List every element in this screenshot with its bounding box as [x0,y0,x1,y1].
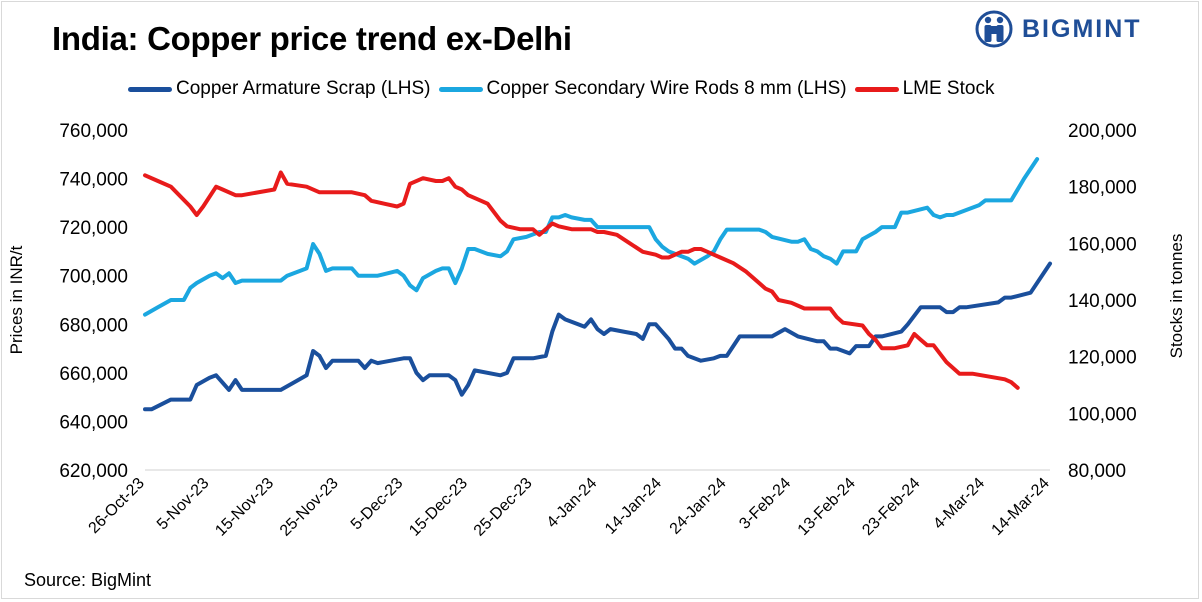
y-right-tick-label: 80,000 [1068,461,1126,482]
legend-item-armature: Copper Armature Scrap (LHS) [128,78,431,100]
y-right-tick-label: 180,000 [1068,178,1137,199]
x-tick-label: 5-Nov-23 [154,475,213,534]
bigmint-logo-icon [975,10,1013,48]
y-right-tick-label: 160,000 [1068,234,1137,255]
y-left-tick-label: 700,000 [59,267,128,288]
x-tick-label: 25-Dec-23 [471,475,536,540]
y-left-axis-title: Prices in INR/t [7,245,26,354]
x-tick-label: 5-Dec-23 [348,475,407,534]
x-tick-label: 15-Nov-23 [212,475,277,540]
x-tick-label: 15-Dec-23 [406,475,471,540]
y-left-tick-label: 740,000 [59,170,128,191]
y-right-tick-label: 120,000 [1068,348,1137,369]
source-note: Source: BigMint [24,570,152,590]
series-line-1 [143,157,1040,317]
y-left-tick-label: 720,000 [59,218,128,239]
legend-swatch-lme [854,86,899,92]
y-left-tick-label: 680,000 [59,315,128,336]
x-tick-label: 24-Jan-24 [667,475,730,538]
legend-label-rods: Copper Secondary Wire Rods 8 mm (LHS) [486,78,847,99]
legend-item-lme: LME Stock [854,78,995,100]
x-tick-label: 23-Feb-24 [859,475,923,539]
x-tick-label: 25-Nov-23 [277,475,342,540]
brand-logo: BIGMINT [974,10,1142,48]
x-tick-label: 14-Jan-24 [602,475,665,538]
y-right-tick-label: 140,000 [1068,291,1137,312]
x-tick-label: 4-Mar-24 [930,475,988,533]
chart-title: India: Copper price trend ex-Delhi [52,20,572,57]
y-right-tick-label: 200,000 [1068,121,1137,142]
y-left-tick-label: 760,000 [59,121,128,142]
legend-swatch-armature [128,86,172,92]
series-line-0 [143,261,1052,412]
x-tick-label: 26-Oct-23 [86,475,148,537]
legend-swatch-rods [438,86,483,92]
x-tick-label: 3-Feb-24 [736,475,794,533]
y-right-tick-label: 100,000 [1068,404,1137,425]
brand-name: BIGMINT [1022,14,1142,43]
y-left-tick-label: 640,000 [59,412,128,433]
x-tick-label: 13-Feb-24 [795,475,859,539]
legend-item-rods: Copper Secondary Wire Rods 8 mm (LHS) [438,78,847,100]
y-left-tick-label: 660,000 [59,364,128,385]
legend-label-lme: LME Stock [902,78,995,99]
legend-label-armature: Copper Armature Scrap (LHS) [176,78,431,99]
x-tick-label: 14-Mar-24 [989,475,1053,539]
y-right-axis-title: Stocks in tonnes [1167,234,1186,359]
chart-legend: Copper Armature Scrap (LHS) Copper Secon… [128,78,1002,100]
series-line-2 [143,170,1020,390]
y-left-tick-label: 620,000 [59,461,128,482]
x-tick-label: 4-Jan-24 [544,475,601,532]
